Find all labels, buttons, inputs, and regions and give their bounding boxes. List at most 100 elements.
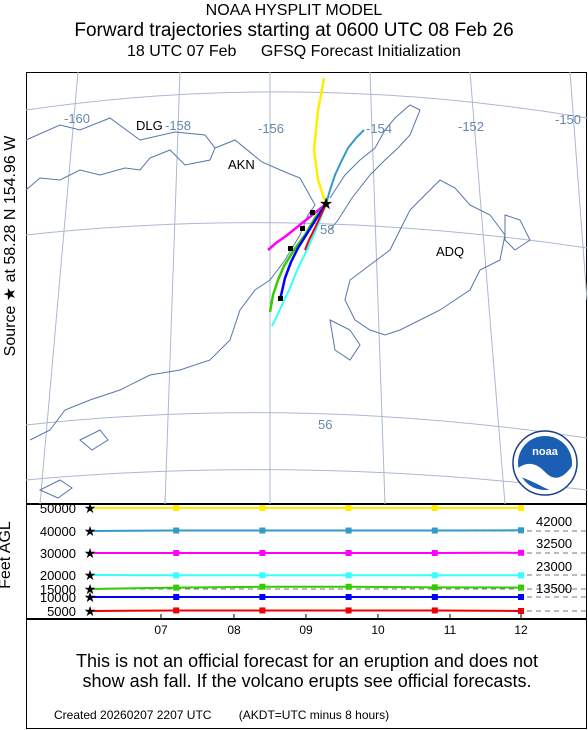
- ytick-label: 30000: [40, 546, 76, 561]
- graticule-line: [569, 71, 588, 301]
- subtitle-time: 18 UTC 07 Feb: [127, 43, 237, 60]
- xtick-label: 11: [444, 623, 457, 637]
- height-point: [518, 584, 524, 591]
- height-start-star: ★: [84, 581, 97, 597]
- place-akn: AKN: [228, 157, 255, 172]
- height-start-star: ★: [84, 603, 97, 619]
- height-point: [518, 527, 524, 534]
- trajectory-15000: [268, 203, 327, 313]
- coastline: [329, 319, 361, 361]
- coastline: [25, 117, 216, 191]
- chart-subtitle: 18 UTC 07 Feb GFSQ Forecast Initializati…: [0, 43, 588, 61]
- height-point: [431, 584, 438, 591]
- disclaimer-panel-frame: [26, 619, 587, 729]
- height-point: [259, 583, 266, 590]
- height-start-star: ★: [84, 589, 97, 605]
- height-series-line-40000: [89, 529, 522, 532]
- ytick-label: 50000: [40, 501, 76, 516]
- ytick-label: 20000: [40, 568, 76, 583]
- lat-label: 56: [318, 417, 332, 432]
- height-point: [345, 527, 352, 534]
- height-point: [518, 549, 524, 556]
- created-timestamp: Created 20260207 2207 UTC: [54, 708, 212, 722]
- lon-label: -158: [165, 118, 191, 133]
- height-point: [259, 550, 266, 556]
- height-point: [431, 527, 438, 534]
- height-point: [345, 594, 352, 600]
- height-point: [345, 607, 352, 614]
- footer: Created 20260207 2207 UTC (AKDT=UTC minu…: [54, 708, 413, 722]
- height-point: [431, 572, 438, 579]
- height-point: [259, 505, 266, 511]
- marker: [300, 226, 305, 231]
- marker: [278, 296, 283, 301]
- graticule-line: [164, 71, 181, 505]
- height-point: [431, 550, 438, 556]
- trajectory-40000: [325, 129, 365, 205]
- noaa-logo: noaa: [512, 430, 578, 496]
- graticule-line: [25, 469, 588, 491]
- height-point: [259, 572, 266, 579]
- height-point: [173, 550, 180, 556]
- coastline: [29, 139, 316, 441]
- disclaimer: This is not an official forecast for an …: [27, 651, 587, 691]
- place-dlg: DLG: [136, 118, 163, 133]
- marker: [310, 210, 315, 215]
- height-series-line-5000: [89, 609, 522, 612]
- ytick-label: 10000: [40, 590, 76, 605]
- height-point: [431, 594, 438, 600]
- source-star: ★: [319, 196, 333, 213]
- coastline: [329, 104, 421, 231]
- trajectory-markers: [278, 210, 315, 301]
- height-point: [431, 505, 438, 511]
- height-point: [259, 607, 266, 614]
- lon-label: -156: [258, 121, 284, 136]
- coastlines: [25, 104, 531, 499]
- place-labels: DLG AKN ADQ: [136, 118, 464, 259]
- chart-title: Forward trajectories starting at 0600 UT…: [74, 20, 514, 41]
- graticule-line: [369, 71, 386, 505]
- height-point: [518, 505, 524, 511]
- side-label: 42000: [536, 514, 572, 529]
- height-point: [518, 608, 524, 614]
- lon-label: -160: [64, 111, 90, 126]
- height-series: ★★★★★★★: [84, 500, 524, 619]
- trajectory-10000: [278, 203, 328, 301]
- height-side-labels: 42000 32500 23000 13500: [536, 514, 572, 596]
- xtick-label: 08: [227, 623, 241, 637]
- side-label: 23000: [536, 559, 572, 574]
- height-point: [173, 505, 180, 511]
- coastline: [504, 214, 531, 251]
- lon-label: -152: [458, 119, 484, 134]
- lat-label: 58: [320, 222, 334, 237]
- trajectory-50000: [312, 77, 328, 205]
- map-trajectories: [267, 77, 365, 327]
- height-point: [173, 607, 180, 614]
- height-start-star: ★: [84, 545, 97, 561]
- height-start-star: ★: [84, 523, 97, 539]
- ytick-label: 5000: [47, 604, 76, 619]
- graticule-line: [469, 71, 506, 505]
- height-point: [173, 572, 180, 579]
- timezone-note: (AKDT=UTC minus 8 hours): [238, 708, 390, 722]
- height-gridlines: [86, 530, 586, 612]
- graticule-line: [25, 412, 588, 439]
- graticule-line: [25, 91, 588, 119]
- height-point: [518, 572, 524, 579]
- height-point: [173, 594, 180, 600]
- height-start-star: ★: [84, 567, 97, 583]
- trajectory-30000: [267, 203, 327, 251]
- disclaimer-line-2: show ash fall. If the volcano erupts see…: [82, 671, 532, 691]
- side-label: 32500: [536, 536, 572, 551]
- height-point: [173, 584, 180, 591]
- disclaimer-line-1: This is not an official forecast for an …: [76, 651, 538, 671]
- height-point: [431, 607, 438, 614]
- model-name: NOAA HYSPLIT MODEL: [205, 2, 383, 19]
- xtick-label: 07: [154, 623, 168, 637]
- height-point: [259, 527, 266, 534]
- map-axis-labels: -160 -158 -156 -154 -152 -150 58 56: [64, 111, 581, 432]
- coastline: [79, 429, 109, 451]
- subtitle-model: GFSQ Forecast Initialization: [260, 43, 461, 60]
